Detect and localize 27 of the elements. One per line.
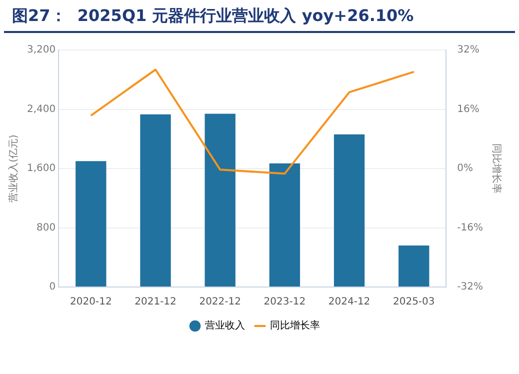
- y-tick-label: 2,400: [26, 104, 56, 115]
- bar: [269, 163, 300, 286]
- legend-label: 同比增长率: [270, 320, 320, 332]
- x-tick-label: 2023-12: [264, 296, 306, 308]
- y2-tick-label: 0%: [457, 163, 474, 174]
- bar: [334, 134, 365, 286]
- y-tick-label: 1,600: [26, 163, 56, 174]
- x-tick-label: 2020-12: [70, 296, 112, 308]
- x-tick-label: 2024-12: [328, 296, 370, 308]
- y-tick-label: 800: [36, 222, 56, 234]
- x-tick-label: 2021-12: [134, 296, 176, 308]
- bar: [140, 114, 171, 286]
- bar: [204, 114, 236, 286]
- bar: [76, 161, 106, 286]
- y2-tick-label: 32%: [457, 44, 480, 56]
- y2-axis-title: 同比增长率: [490, 144, 502, 194]
- y2-tick-label: -32%: [457, 282, 484, 293]
- x-tick-label: 2025-03: [392, 296, 435, 308]
- x-tick-label: 2022-12: [199, 296, 241, 308]
- y-tick-label: 3,200: [26, 44, 56, 56]
- bar: [398, 246, 430, 286]
- y2-tick-label: 16%: [457, 104, 480, 115]
- y-tick-label: 0: [49, 282, 56, 293]
- y-axis-title: 营业收入(亿元): [8, 134, 20, 202]
- legend-label: 营业收入: [205, 320, 245, 332]
- y2-tick-label: -16%: [457, 222, 484, 234]
- chart-title: 图27： 2025Q1 元器件行业营业收入 yoy+26.10%: [4, 0, 515, 33]
